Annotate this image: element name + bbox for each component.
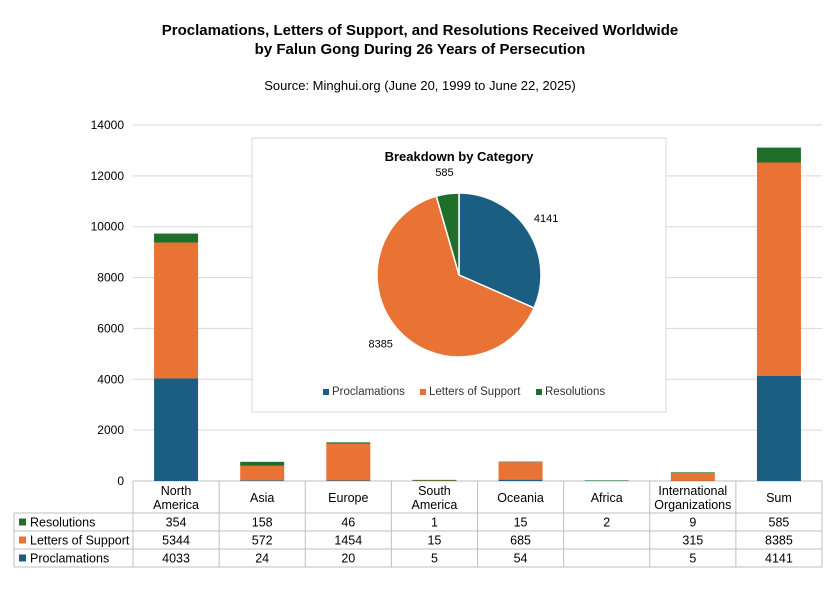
- table-cell-letters-4: 685: [510, 534, 531, 548]
- category-label-6: International: [658, 484, 727, 498]
- bar-segment-letters-2: [326, 443, 371, 481]
- category-label-3: South: [418, 484, 451, 498]
- table-cell-letters-7: 8385: [765, 534, 793, 548]
- table-cell-proclamations-3: 5: [431, 552, 438, 566]
- bar-segment-resolutions-0: [154, 233, 199, 243]
- bar-segment-resolutions-1: [240, 461, 285, 466]
- bar-segment-resolutions-3: [412, 479, 457, 481]
- bar-segment-proclamations-0: [154, 378, 199, 481]
- table-cell-resolutions-1: 158: [252, 516, 273, 530]
- pie-legend-label-letters: Letters of Support: [429, 386, 521, 398]
- y-tick-label-5: 10000: [91, 220, 125, 234]
- pie-legend-label-proclamations: Proclamations: [332, 386, 405, 398]
- pie-legend-key-proclamations: [323, 389, 329, 395]
- category-label-6: Organizations: [654, 498, 731, 512]
- y-tick-label-1: 2000: [97, 423, 124, 437]
- table-row-label-resolutions: Resolutions: [30, 516, 95, 530]
- category-label-7: Sum: [766, 491, 792, 505]
- category-label-3: America: [412, 498, 458, 512]
- bar-segment-resolutions-4: [498, 461, 543, 463]
- table-cell-resolutions-5: 2: [603, 516, 610, 530]
- pie-title: Breakdown by Category: [385, 149, 535, 164]
- y-tick-label-6: 12000: [91, 169, 125, 183]
- bar-segment-proclamations-1: [240, 480, 285, 481]
- category-label-4: Oceania: [497, 491, 544, 505]
- bar-segment-resolutions-6: [670, 472, 715, 473]
- table-cell-resolutions-7: 585: [769, 516, 790, 530]
- y-tick-label-3: 6000: [97, 321, 124, 335]
- table-row-label-letters: Letters of Support: [30, 534, 130, 548]
- bar-segment-proclamations-4: [498, 479, 543, 481]
- table-cell-letters-1: 572: [252, 534, 273, 548]
- bar-segment-letters-3: [412, 480, 457, 481]
- pie-label-resolutions: 585: [435, 167, 453, 179]
- table-legend-key-resolutions: [19, 518, 26, 526]
- bar-segment-proclamations-7: [756, 375, 801, 481]
- table-cell-resolutions-6: 9: [689, 516, 696, 530]
- table-cell-proclamations-0: 4033: [162, 552, 190, 566]
- table-cell-proclamations-2: 20: [341, 552, 355, 566]
- pie-slice-resolutions: [435, 192, 460, 276]
- table-cell-letters-6: 315: [682, 534, 703, 548]
- bar-segment-letters-6: [670, 472, 715, 481]
- table-cell-letters-0: 5344: [162, 534, 190, 548]
- bar-segment-letters-1: [240, 465, 285, 481]
- bar-segment-letters-0: [154, 242, 199, 379]
- bar-segment-letters-4: [498, 462, 543, 480]
- table-legend-key-proclamations: [19, 554, 26, 562]
- chart-title-line2: by Falun Gong During 26 Years of Persecu…: [255, 41, 586, 58]
- table-cell-proclamations-4: 54: [514, 552, 528, 566]
- pie-label-letters: 8385: [368, 339, 392, 351]
- category-label-1: Asia: [250, 491, 274, 505]
- y-tick-label-7: 14000: [91, 118, 125, 132]
- table-legend-key-letters: [19, 536, 26, 544]
- chart-subtitle: Source: Minghui.org (June 20, 1999 to Ju…: [264, 78, 576, 93]
- table-cell-letters-3: 15: [427, 534, 441, 548]
- pie-legend-key-letters: [420, 389, 426, 395]
- table-cell-resolutions-0: 354: [166, 516, 187, 530]
- y-tick-label-0: 0: [117, 474, 124, 488]
- table-cell-proclamations-6: 5: [689, 552, 696, 566]
- table-cell-proclamations-1: 24: [255, 552, 269, 566]
- pie-label-proclamations: 4141: [534, 213, 558, 225]
- category-label-2: Europe: [328, 491, 368, 505]
- chart-title-line1: Proclamations, Letters of Support, and R…: [162, 22, 678, 39]
- table-cell-resolutions-4: 15: [514, 516, 528, 530]
- table-cell-proclamations-7: 4141: [765, 552, 793, 566]
- category-label-0: America: [153, 498, 199, 512]
- bar-segment-resolutions-5: [584, 480, 629, 481]
- bar-segment-resolutions-7: [756, 147, 801, 163]
- table-cell-resolutions-2: 46: [341, 516, 355, 530]
- pie-inset: Breakdown by Category 4141 8385 585 Proclama…: [251, 137, 667, 413]
- category-label-5: Africa: [591, 491, 623, 505]
- pie-slice-letters: [376, 195, 536, 358]
- pie-legend-label-resolutions: Resolutions: [545, 386, 605, 398]
- pie-legend-key-resolutions: [536, 389, 542, 395]
- bar-plot: 0 2000 4000 6000 8000 10000 12000 14000: [91, 118, 822, 488]
- bar-segment-letters-7: [756, 162, 801, 376]
- table-row-label-proclamations: Proclamations: [30, 552, 109, 566]
- y-tick-label-2: 4000: [97, 372, 124, 386]
- table-cell-letters-2: 1454: [334, 534, 362, 548]
- category-label-0: North: [161, 484, 192, 498]
- bar-segment-proclamations-2: [326, 480, 371, 481]
- y-tick-label-4: 8000: [97, 271, 124, 285]
- pie-slice-proclamations: [458, 192, 542, 309]
- table-cell-resolutions-3: 1: [431, 516, 438, 530]
- bar-segment-resolutions-2: [326, 442, 371, 444]
